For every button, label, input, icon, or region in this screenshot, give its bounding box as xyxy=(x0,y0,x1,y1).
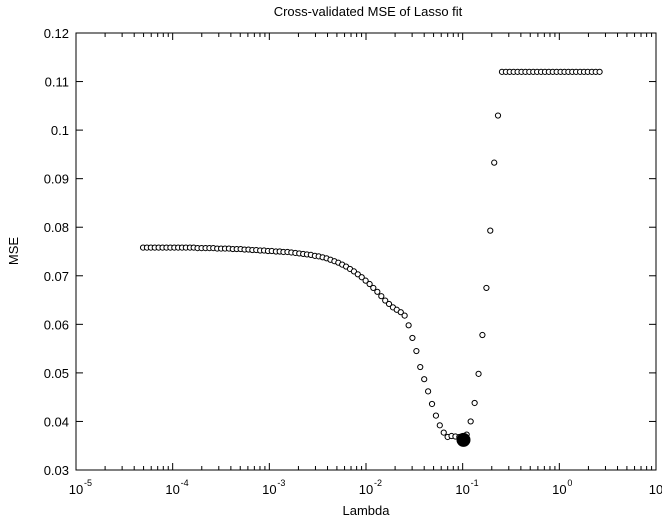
data-points xyxy=(139,68,603,441)
x-tick-label: 10 xyxy=(455,482,469,497)
data-point xyxy=(483,284,490,292)
min-mse-point xyxy=(456,432,471,447)
data-point xyxy=(596,68,603,75)
x-tick-label: 10 xyxy=(165,482,179,497)
data-point xyxy=(440,429,447,436)
x-tick-exponent: 0 xyxy=(567,478,572,488)
y-tick-label: 0.09 xyxy=(44,172,69,187)
data-point xyxy=(385,300,393,308)
data-point xyxy=(436,422,443,429)
y-tick-label: 0.08 xyxy=(44,220,69,235)
data-point xyxy=(409,334,416,342)
data-point xyxy=(401,312,408,319)
x-tick-exponent: -4 xyxy=(181,478,189,488)
x-tick-label: 10 xyxy=(69,482,83,497)
chart-title: Cross-validated MSE of Lasso fit xyxy=(274,4,463,19)
x-tick-exponent: -2 xyxy=(374,478,382,488)
data-point xyxy=(421,376,428,383)
data-point xyxy=(413,347,420,355)
y-tick-label: 0.11 xyxy=(45,75,69,90)
data-point xyxy=(397,309,404,316)
data-point xyxy=(366,280,373,288)
y-tick-label: 0.12 xyxy=(44,26,69,41)
data-point xyxy=(370,284,377,292)
x-tick-exponent: -1 xyxy=(471,478,479,488)
x-tick-label: 10 xyxy=(262,482,276,497)
data-point xyxy=(475,370,482,377)
x-tick-label: 10 xyxy=(359,482,373,497)
data-point xyxy=(467,418,474,425)
y-tick-label: 0.03 xyxy=(44,463,69,478)
y-tick-label: 0.06 xyxy=(44,317,69,332)
data-point xyxy=(405,322,412,329)
data-point xyxy=(358,274,365,281)
data-point xyxy=(479,331,486,339)
x-axis-label: Lambda xyxy=(343,503,391,518)
y-axis-ticks: 0.03 0.04 0.05 0.06 0.07 0.08 0.09 0.1 0.11 0.12 xyxy=(44,26,656,478)
y-tick-label: 0.04 xyxy=(44,414,69,429)
data-point xyxy=(428,400,436,408)
data-point xyxy=(491,159,498,166)
data-point xyxy=(417,363,424,371)
data-point xyxy=(374,288,381,295)
y-tick-label: 0.05 xyxy=(44,366,69,381)
x-tick-label: 10 xyxy=(552,482,566,497)
x-tick-label: 10 xyxy=(649,482,662,497)
y-axis-label: MSE xyxy=(6,237,21,266)
y-tick-label: 0.07 xyxy=(44,269,69,284)
y-tick-label: 0.1 xyxy=(51,123,69,138)
data-point xyxy=(425,388,432,395)
x-tick-exponent: -5 xyxy=(84,478,92,488)
x-axis-ticks: 10 -5 10 -4 10 -3 10 -2 10 -1 10 0 10 xyxy=(69,33,662,497)
data-point xyxy=(494,112,502,119)
data-point xyxy=(382,297,389,304)
x-tick-exponent: -3 xyxy=(277,478,285,488)
data-point xyxy=(362,277,369,284)
data-point xyxy=(378,293,385,300)
highlight-layer xyxy=(456,432,471,447)
data-point xyxy=(432,412,440,419)
data-point xyxy=(487,227,494,234)
data-point xyxy=(471,399,478,407)
